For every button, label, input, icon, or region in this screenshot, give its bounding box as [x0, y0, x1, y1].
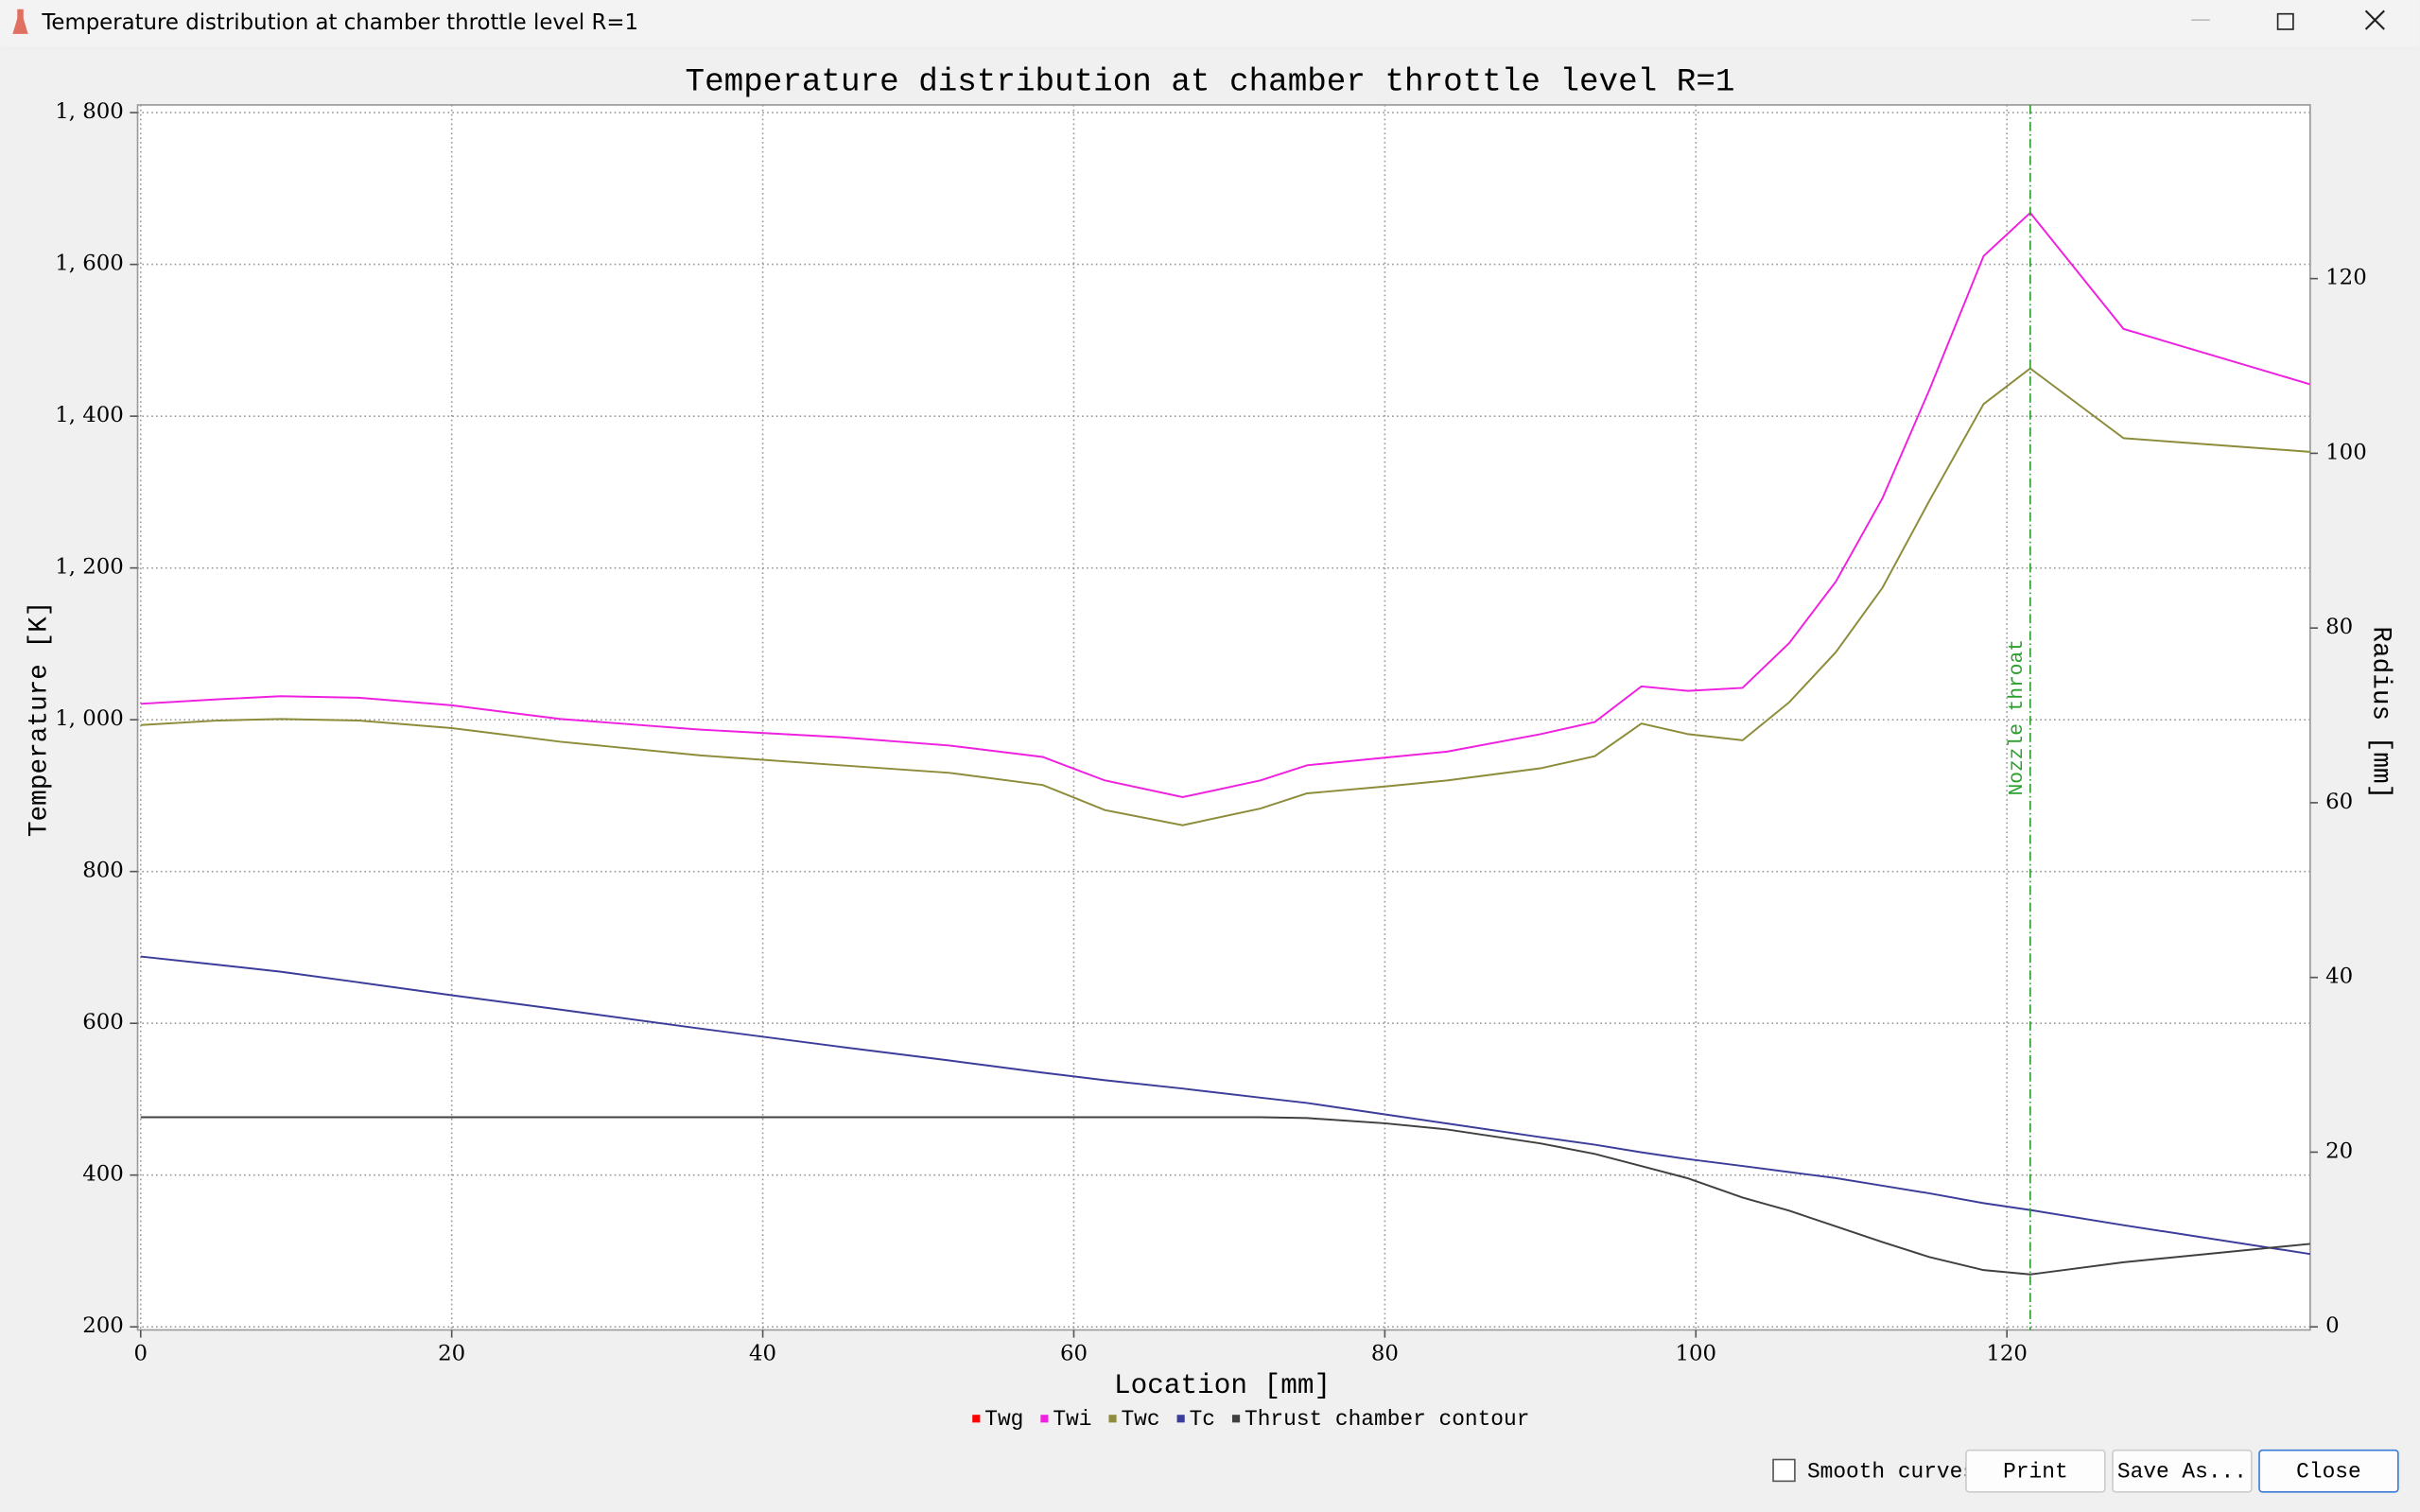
- y2-tick-label: 60: [2325, 790, 2353, 814]
- button[interactable]: [2112, 1449, 2253, 1493]
- series-line: [140, 211, 2311, 799]
- series-lines: Nozzle throat: [140, 104, 2311, 1330]
- y-tick-label: 600: [82, 1010, 124, 1034]
- y-tick-label: 1, 600: [55, 252, 124, 276]
- y2-tick-label: 80: [2325, 615, 2353, 639]
- x-tick-label: 0: [134, 1342, 148, 1366]
- plot-area: [136, 104, 2311, 1331]
- y2-tick-label: 100: [2325, 440, 2367, 464]
- y-tick-label: 200: [82, 1313, 124, 1338]
- legend-swatch: [1176, 1415, 1185, 1423]
- y-tick-label: 1, 400: [55, 403, 124, 427]
- maximize[interactable]: [2276, 12, 2294, 30]
- checkbox-label[interactable]: Smooth curves: [1807, 1460, 1976, 1485]
- series-line: [140, 1116, 2310, 1276]
- y2-tick-label: 20: [2325, 1138, 2353, 1163]
- app-icon: [12, 9, 28, 34]
- x-tick-label: 120: [1986, 1342, 2028, 1366]
- buttons: Print Save As... Close: [1965, 1449, 2399, 1493]
- button[interactable]: [1965, 1449, 2106, 1493]
- legend-swatch: [1040, 1415, 1049, 1423]
- y2-tick-label: 0: [2325, 1313, 2340, 1338]
- y-tick-label: 800: [82, 859, 124, 883]
- x-axis-label: Location [mm]: [1114, 1370, 1331, 1401]
- legend-swatch: [972, 1415, 981, 1423]
- button[interactable]: [2258, 1449, 2399, 1493]
- x-tick-label: 80: [1371, 1342, 1399, 1366]
- chart-title: Temperature distribution at chamber thro…: [686, 64, 1735, 101]
- legend: Twg Twi Twc Tc Thrust chamber contour: [972, 1407, 1529, 1432]
- title-bar: [0, 0, 2420, 46]
- y-tick-label: 400: [82, 1162, 124, 1187]
- y2-tick-label: 120: [2325, 266, 2367, 290]
- y-tick-label: 1, 200: [55, 555, 124, 580]
- legend-label: Twi: [1053, 1407, 1091, 1432]
- x-tick-label: 60: [1060, 1342, 1088, 1366]
- legend-swatch: [1108, 1415, 1117, 1423]
- button-label[interactable]: Save As...: [2117, 1460, 2247, 1485]
- window-title: Temperature distribution at chamber thro…: [41, 10, 638, 35]
- legend-swatch: [1231, 1415, 1241, 1423]
- close-window[interactable]: [2364, 9, 2385, 30]
- legend-label: Thrust chamber contour: [1245, 1407, 1529, 1432]
- x-tick-label: 40: [749, 1342, 776, 1366]
- x-tick-label: 20: [438, 1342, 465, 1366]
- y-axis-label: Temperature [K]: [25, 601, 54, 838]
- y-tick-label: 1, 800: [55, 99, 124, 124]
- legend-label: Twg: [984, 1407, 1023, 1432]
- series-line: [140, 955, 2311, 1256]
- legend-label: Twc: [1122, 1407, 1160, 1432]
- button-label[interactable]: Close: [2296, 1460, 2361, 1485]
- x-tick-label: 100: [1675, 1342, 1716, 1366]
- y2-tick-label: 40: [2325, 965, 2353, 989]
- throat-label: Nozzle throat: [2006, 639, 2028, 795]
- button-label[interactable]: Print: [2003, 1460, 2068, 1485]
- y2-axis-label: Radius [mm]: [2366, 626, 2395, 799]
- smooth-checkbox[interactable]: [1772, 1458, 1796, 1483]
- legend-label: Tc: [1190, 1407, 1215, 1432]
- y-tick-label: 1, 000: [55, 706, 124, 731]
- series-line: [140, 367, 2310, 826]
